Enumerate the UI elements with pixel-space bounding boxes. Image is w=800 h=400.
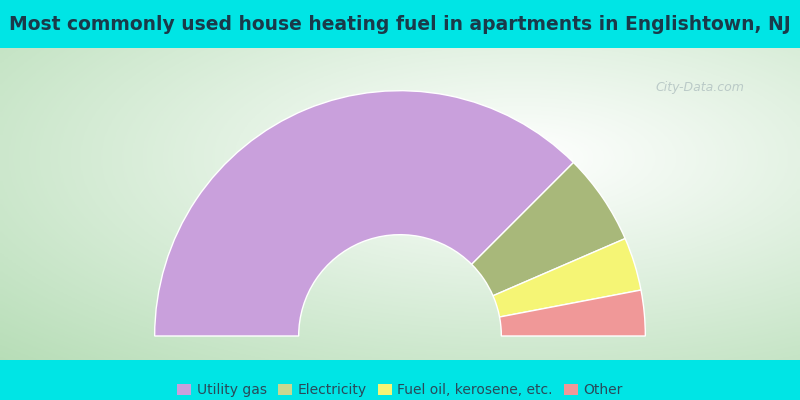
- Text: City-Data.com: City-Data.com: [655, 82, 745, 94]
- Wedge shape: [499, 290, 646, 336]
- Legend: Utility gas, Electricity, Fuel oil, kerosene, etc., Other: Utility gas, Electricity, Fuel oil, kero…: [174, 379, 626, 400]
- Wedge shape: [493, 238, 641, 317]
- Wedge shape: [472, 162, 625, 296]
- Text: Most commonly used house heating fuel in apartments in Englishtown, NJ: Most commonly used house heating fuel in…: [9, 14, 791, 34]
- Wedge shape: [154, 91, 574, 336]
